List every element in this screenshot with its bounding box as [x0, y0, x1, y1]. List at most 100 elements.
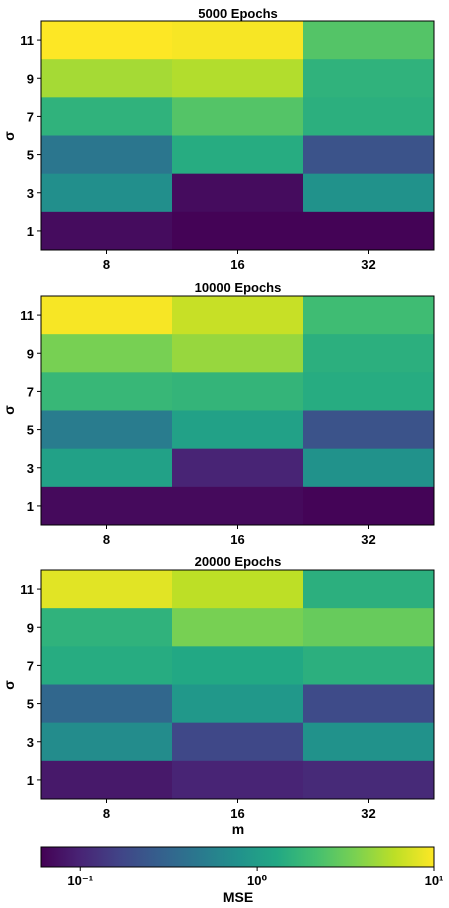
x-tick-label: 8 — [103, 806, 110, 821]
y-tick-label: 9 — [27, 71, 34, 86]
heatmap-panel-20000-epochs: 20000 Epochs σ 8 16 32 11 9 7 5 3 1 m — [1, 554, 435, 837]
x-tick-label: 32 — [361, 532, 375, 547]
heatmap-cell — [41, 570, 173, 609]
heatmap-cell — [172, 486, 304, 526]
y-tick-label: 5 — [27, 148, 34, 163]
heatmap-cell — [41, 646, 173, 685]
heatmap-cell — [41, 486, 173, 526]
heatmap-cell — [172, 296, 304, 335]
heatmap-cell — [303, 97, 435, 136]
heatmap-cell — [172, 608, 304, 647]
x-tick-label: 8 — [103, 532, 110, 547]
y-tick-label: 7 — [27, 384, 34, 399]
heatmap-cell — [303, 21, 435, 60]
heatmap-cell — [172, 135, 304, 175]
heatmap-cell — [172, 570, 304, 609]
colorbar-gradient — [40, 846, 435, 868]
colorbar-tick-label: 10⁰ — [247, 873, 267, 888]
heatmap-cell — [41, 608, 173, 647]
y-axis-label: σ — [1, 131, 17, 141]
heatmap-cell — [303, 646, 435, 685]
heatmap-cell — [172, 684, 304, 724]
heatmap-cell — [303, 570, 435, 609]
heatmap-cell — [172, 410, 304, 450]
heatmap-cell — [172, 760, 304, 800]
heatmap-cell — [41, 173, 173, 213]
heatmap-cell — [172, 97, 304, 136]
heatmap-cell — [41, 760, 173, 800]
x-tick-label: 16 — [230, 532, 244, 547]
x-tick-label: 16 — [230, 257, 244, 272]
y-tick-label: 3 — [27, 735, 34, 750]
x-tick-label: 16 — [230, 806, 244, 821]
plot-frame — [40, 20, 435, 251]
y-tick-label: 3 — [27, 186, 34, 201]
plot-frame — [40, 295, 435, 526]
y-tick-label: 11 — [20, 582, 34, 597]
y-tick-label: 9 — [27, 620, 34, 635]
heatmap-cell — [41, 684, 173, 724]
heatmap-cell — [41, 334, 173, 373]
colorbar: 10⁻¹ 10⁰ 10¹ MSE — [40, 846, 444, 905]
heatmap-cell — [303, 372, 435, 411]
heatmap-cell — [303, 448, 435, 488]
y-tick-label: 1 — [27, 499, 34, 514]
x-tick-label: 32 — [361, 806, 375, 821]
plot-frame — [40, 569, 435, 800]
panel-title: 5000 Epochs — [198, 6, 278, 21]
heatmap-cell — [303, 211, 435, 251]
heatmap-cell — [303, 135, 435, 175]
y-tick-label: 5 — [27, 423, 34, 438]
heatmap-cell — [172, 646, 304, 685]
heatmap-cell — [172, 448, 304, 488]
y-axis-label: σ — [1, 405, 17, 415]
y-tick-label: 11 — [20, 33, 34, 48]
heatmap-cell — [41, 722, 173, 762]
heatmap-cell — [303, 296, 435, 335]
heatmap-cell — [41, 448, 173, 488]
y-tick-label: 11 — [20, 308, 34, 323]
panel-title: 10000 Epochs — [195, 280, 282, 295]
heatmap-cell — [303, 59, 435, 98]
heatmap-cell — [303, 608, 435, 647]
heatmap-cell — [41, 21, 173, 60]
heatmap-cell — [303, 334, 435, 373]
y-axis-label: σ — [1, 680, 17, 690]
colorbar-tick-label: 10⁻¹ — [67, 873, 93, 888]
panel-title: 20000 Epochs — [195, 554, 282, 569]
x-tick-label: 8 — [103, 257, 110, 272]
heatmap-cell — [41, 372, 173, 411]
heatmap-cell — [172, 372, 304, 411]
heatmap-cell — [172, 21, 304, 60]
heatmap-cell — [303, 722, 435, 762]
heatmap-cell — [41, 97, 173, 136]
heatmap-cell — [172, 173, 304, 213]
x-tick-label: 32 — [361, 257, 375, 272]
colorbar-tick-label: 10¹ — [425, 873, 444, 888]
heatmap-cell — [41, 211, 173, 251]
heatmap-cell — [172, 211, 304, 251]
y-tick-label: 3 — [27, 461, 34, 476]
heatmap-panel-5000-epochs: 5000 Epochs σ 8 16 32 11 9 7 5 3 1 — [1, 6, 435, 272]
y-tick-label: 9 — [27, 346, 34, 361]
heatmap-cell — [41, 296, 173, 335]
y-tick-label: 1 — [27, 224, 34, 239]
y-tick-label: 7 — [27, 658, 34, 673]
y-tick-label: 7 — [27, 109, 34, 124]
heatmap-cell — [303, 760, 435, 800]
y-tick-label: 5 — [27, 697, 34, 712]
heatmap-cell — [41, 59, 173, 98]
heatmap-cell — [41, 135, 173, 175]
heatmap-cell — [172, 722, 304, 762]
heatmap-cell — [172, 59, 304, 98]
heatmap-panel-10000-epochs: 10000 Epochs σ 8 16 32 11 9 7 5 3 1 — [1, 280, 435, 547]
heatmap-cell — [303, 486, 435, 526]
heatmap-cell — [303, 173, 435, 213]
y-tick-label: 1 — [27, 773, 34, 788]
x-axis-label: m — [232, 821, 244, 837]
heatmap-cell — [41, 410, 173, 450]
colorbar-label: MSE — [223, 889, 253, 905]
heatmap-cell — [172, 334, 304, 373]
heatmap-cell — [303, 410, 435, 450]
